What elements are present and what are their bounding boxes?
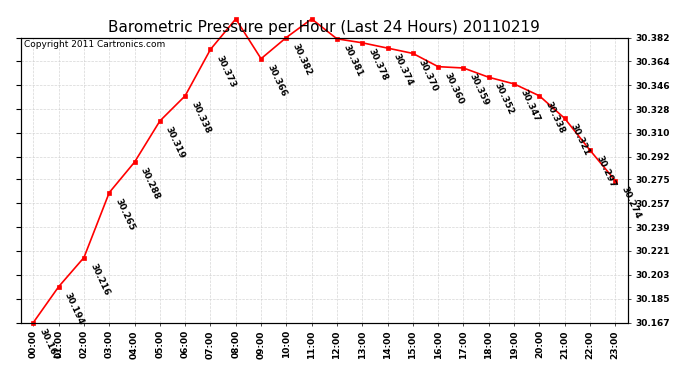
Text: 30.360: 30.360 xyxy=(442,71,465,106)
Text: 30.347: 30.347 xyxy=(518,88,541,123)
Text: 30.381: 30.381 xyxy=(341,43,364,78)
Text: 30.288: 30.288 xyxy=(139,166,161,201)
Text: 30.374: 30.374 xyxy=(392,52,415,88)
Text: 30.366: 30.366 xyxy=(265,63,288,98)
Text: 30.167: 30.167 xyxy=(37,327,60,362)
Text: 30.338: 30.338 xyxy=(189,100,212,135)
Text: 30.359: 30.359 xyxy=(468,72,491,107)
Text: 30.373: 30.373 xyxy=(215,54,237,89)
Text: 30.396: 30.396 xyxy=(0,374,1,375)
Text: 30.274: 30.274 xyxy=(620,185,642,220)
Text: 30.297: 30.297 xyxy=(594,154,617,190)
Text: 30.396: 30.396 xyxy=(0,374,1,375)
Text: 30.382: 30.382 xyxy=(290,42,313,77)
Text: Copyright 2011 Cartronics.com: Copyright 2011 Cartronics.com xyxy=(23,40,165,50)
Text: 30.321: 30.321 xyxy=(569,123,591,158)
Text: 30.319: 30.319 xyxy=(164,125,187,160)
Text: 30.370: 30.370 xyxy=(417,58,440,93)
Text: 30.378: 30.378 xyxy=(366,47,389,82)
Title: Barometric Pressure per Hour (Last 24 Hours) 20110219: Barometric Pressure per Hour (Last 24 Ho… xyxy=(108,20,540,35)
Text: 30.216: 30.216 xyxy=(88,262,111,297)
Text: 30.338: 30.338 xyxy=(544,100,566,135)
Text: 30.352: 30.352 xyxy=(493,81,515,117)
Text: 30.194: 30.194 xyxy=(63,291,86,326)
Text: 30.265: 30.265 xyxy=(113,197,136,232)
